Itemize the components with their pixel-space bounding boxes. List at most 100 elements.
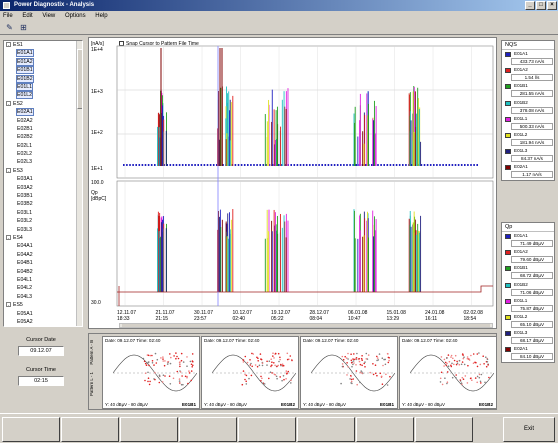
legend-item[interactable]: E02A1 84.10 dBµV bbox=[502, 345, 554, 361]
pattern-panel[interactable]: Date: 09.12.07 Time: 02:40 Y: 40 dBµV - 8… bbox=[300, 336, 398, 409]
pattern-panel[interactable]: Date: 09.12.07 Time: 02:40 Y: 40 dBµV - 8… bbox=[102, 336, 200, 409]
trend-chart-area[interactable]: [nA/s] Snap Cursor to Pattern File Time … bbox=[88, 37, 497, 329]
legend-item[interactable]: E01B1 68.72 dBµV bbox=[502, 264, 554, 280]
tree-sensor[interactable]: E01A2 bbox=[4, 57, 82, 66]
tree-sensor[interactable]: E02L3 bbox=[4, 158, 82, 166]
tree-group[interactable]: - ES3 bbox=[4, 167, 82, 175]
close-button[interactable]: × bbox=[547, 1, 557, 10]
tree-sensor[interactable]: E05A1 bbox=[4, 310, 82, 318]
legend-item[interactable]: E01L1 75.87 dBµV bbox=[502, 297, 554, 313]
tree-sensor[interactable]: E02B2 bbox=[4, 133, 82, 141]
tree-sensor[interactable]: E01B2 bbox=[4, 74, 82, 83]
tree-sensor[interactable]: E03B2 bbox=[4, 200, 82, 208]
legend-item[interactable]: E01L2 65.10 dBµV bbox=[502, 313, 554, 329]
legend-item[interactable]: E01A1 71.49 dBµV bbox=[502, 232, 554, 248]
legend-item[interactable]: E01L3 68.17 dBµV bbox=[502, 329, 554, 345]
legend-item[interactable]: E01L3 84.37 nA/s bbox=[502, 147, 554, 163]
function-button-1[interactable] bbox=[2, 417, 60, 442]
tree-group[interactable]: - ES5 bbox=[4, 301, 82, 309]
legend-item[interactable]: E01B2 71.06 dBµV bbox=[502, 281, 554, 297]
tree-sensor[interactable]: E03B1 bbox=[4, 192, 82, 200]
tree-sensor[interactable]: E02A1 bbox=[4, 108, 82, 117]
tree-sensor[interactable]: E04L3 bbox=[4, 293, 82, 301]
function-button-7[interactable] bbox=[356, 417, 414, 442]
maximize-button[interactable]: □ bbox=[536, 1, 546, 10]
tree-sensor[interactable]: E04A1 bbox=[4, 242, 82, 250]
x-tick-label: 18:54 bbox=[463, 316, 477, 322]
cursor-time-field[interactable]: 02:15 bbox=[18, 376, 64, 386]
tree-group[interactable]: - ES1 bbox=[4, 41, 82, 49]
minimize-button[interactable]: _ bbox=[525, 1, 535, 10]
timeline-scroll-thumb[interactable] bbox=[122, 324, 490, 327]
tree-sensor[interactable]: E04B2 bbox=[4, 268, 82, 276]
function-button-3[interactable] bbox=[120, 417, 178, 442]
tree-sensor[interactable]: E04A2 bbox=[4, 251, 82, 259]
tree-sensor[interactable]: E03L1 bbox=[4, 209, 82, 217]
open-icon[interactable]: ✎ bbox=[6, 23, 13, 32]
baseline-marker bbox=[349, 164, 351, 166]
tree-sensor[interactable]: E04L1 bbox=[4, 276, 82, 284]
snap-cursor-option[interactable]: Snap Cursor to Pattern File Time bbox=[119, 41, 199, 47]
chart-icon[interactable]: ⊞ bbox=[20, 23, 27, 32]
cursor-date-field[interactable]: 09.12.07 bbox=[18, 346, 64, 356]
snap-cursor-checkbox[interactable] bbox=[119, 41, 124, 47]
function-button-2[interactable] bbox=[61, 417, 119, 442]
pattern-panel[interactable]: Date: 09.12.07 Time: 02:40 Y: 40 dBµV - 8… bbox=[201, 336, 299, 409]
legend-item[interactable]: E01B2 378.08 nA/s bbox=[502, 99, 554, 115]
pd-pulse-dot bbox=[355, 357, 358, 359]
expand-icon[interactable]: - bbox=[6, 235, 11, 241]
legend-item[interactable]: E01A2 79.60 dBµV bbox=[502, 248, 554, 264]
tree-sensor[interactable]: E01L1 bbox=[4, 82, 82, 91]
pd-pulse-dot bbox=[458, 359, 461, 362]
tree-group[interactable]: - ES4 bbox=[4, 234, 82, 242]
tree-sensor[interactable]: E03L3 bbox=[4, 226, 82, 234]
tree-sensor[interactable]: E04L2 bbox=[4, 284, 82, 292]
tree-sensor[interactable]: E02A2 bbox=[4, 117, 82, 125]
expand-icon[interactable]: - bbox=[6, 42, 11, 48]
tree-scrollbar[interactable] bbox=[76, 41, 82, 326]
tree-sensor[interactable]: E03A1 bbox=[4, 175, 82, 183]
legend-item[interactable]: E01B1 281.55 nA/s bbox=[502, 82, 554, 98]
tree-sensor[interactable]: E01B1 bbox=[4, 66, 82, 75]
tree-sensor[interactable]: E01A1 bbox=[4, 49, 82, 58]
tree-sensor[interactable]: E01L2 bbox=[4, 91, 82, 100]
legend-item[interactable]: E02A1 1.17 nA/s bbox=[502, 163, 554, 179]
legend-item[interactable]: E01L1 500.33 nA/s bbox=[502, 115, 554, 131]
pd-pulse-dot bbox=[277, 364, 279, 367]
menu-file[interactable]: File bbox=[3, 13, 13, 19]
legend-item[interactable]: E01A1 433.73 nA/s bbox=[502, 50, 554, 66]
sensor-tree[interactable]: - ES1 E01A1 E01A2 E01B1 E01B2 E01L1 E01L2- ES2 E0… bbox=[3, 40, 83, 327]
menu-help[interactable]: Help bbox=[95, 13, 108, 19]
tree-sensor[interactable]: E03A2 bbox=[4, 184, 82, 192]
expand-icon[interactable]: - bbox=[6, 167, 11, 173]
function-button-6[interactable] bbox=[297, 417, 355, 442]
legend-item[interactable]: E01L2 181.94 nA/s bbox=[502, 131, 554, 147]
expand-icon[interactable]: - bbox=[6, 302, 11, 308]
tree-sensor[interactable]: E02L2 bbox=[4, 150, 82, 158]
legend-value: 281.55 nA/s bbox=[511, 90, 553, 98]
menu-options[interactable]: Options bbox=[64, 13, 86, 19]
menu-view[interactable]: View bbox=[42, 13, 56, 19]
pd-pulse-dot bbox=[356, 383, 358, 386]
pattern-panel[interactable]: Date: 09.12.07 Time: 02:40 Y: 40 dBµV - 8… bbox=[399, 336, 497, 409]
timeline-scrollbar[interactable] bbox=[119, 323, 493, 328]
exit-button[interactable]: Exit bbox=[503, 417, 555, 442]
tree-sensor[interactable]: E03L2 bbox=[4, 217, 82, 225]
function-button-8[interactable] bbox=[415, 417, 473, 442]
legend-item[interactable]: E01A2 1.54 l/s bbox=[502, 66, 554, 82]
tree-sensor[interactable]: E02L1 bbox=[4, 142, 82, 150]
tree-label: E03A1 bbox=[17, 176, 33, 183]
tree-sensor[interactable]: E02B1 bbox=[4, 125, 82, 133]
tree-label: E01A1 bbox=[16, 49, 34, 58]
tree-label: E02B2 bbox=[17, 134, 33, 141]
tree-group[interactable]: - ES2 bbox=[4, 100, 82, 108]
tree-sensor[interactable]: E04B1 bbox=[4, 259, 82, 267]
function-button-4[interactable] bbox=[179, 417, 237, 442]
menu-edit[interactable]: Edit bbox=[22, 13, 33, 19]
pd-pulse-dot bbox=[142, 357, 145, 360]
expand-icon[interactable]: - bbox=[6, 100, 11, 106]
pd-pulse-dot bbox=[282, 375, 285, 377]
tree-scroll-thumb[interactable] bbox=[77, 49, 82, 109]
tree-sensor[interactable]: E05A2 bbox=[4, 318, 82, 326]
function-button-5[interactable] bbox=[238, 417, 296, 442]
